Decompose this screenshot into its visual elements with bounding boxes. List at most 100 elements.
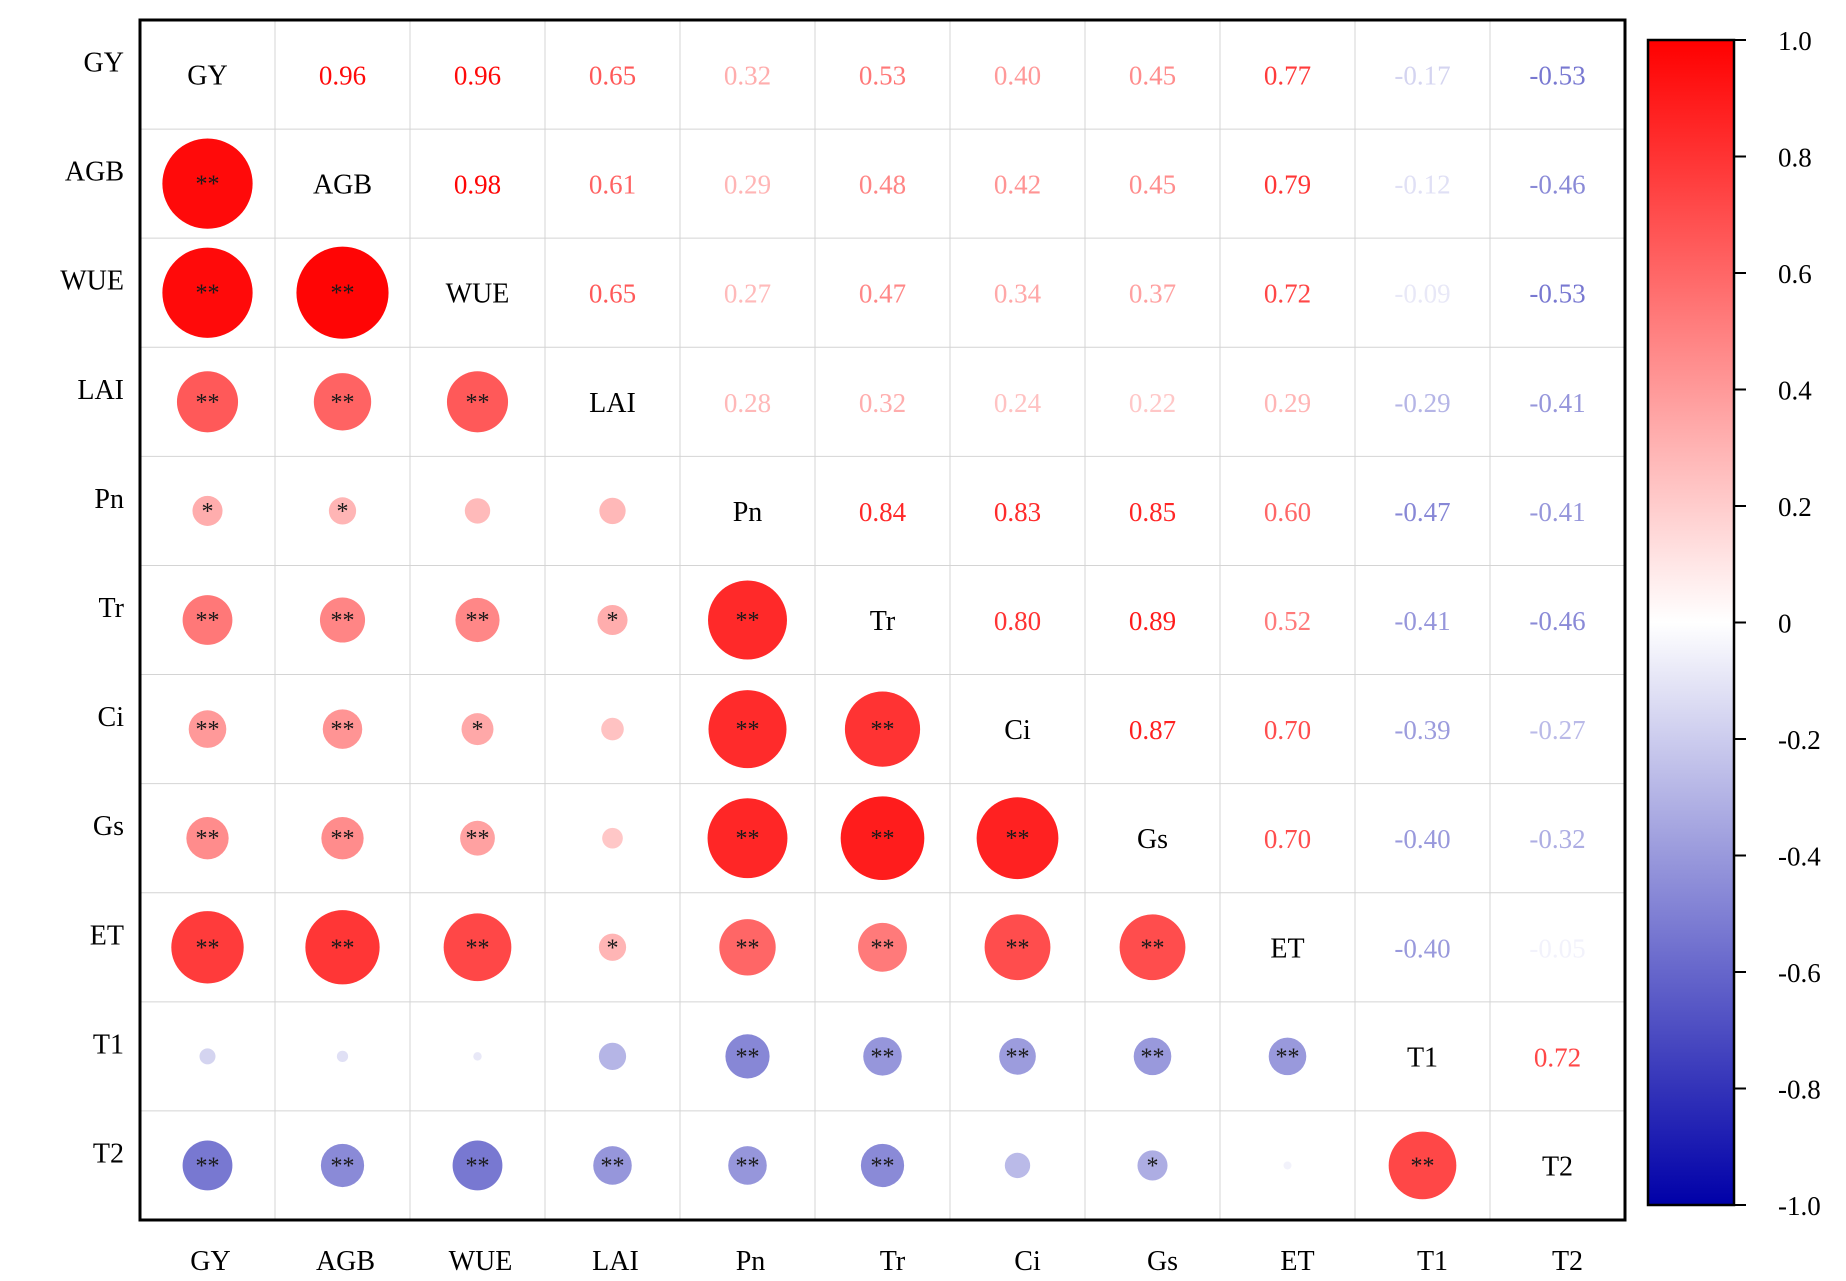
colorbar-tick-label: -0.8 — [1778, 1075, 1821, 1105]
correlation-value: 0.84 — [859, 497, 907, 527]
significance-mark: * — [607, 935, 619, 961]
correlation-circle — [336, 1050, 349, 1063]
y-tick-label: GY — [84, 48, 124, 79]
y-tick-label: AGB — [65, 157, 124, 188]
y-tick-label: Ci — [98, 702, 125, 733]
significance-mark: ** — [331, 390, 355, 416]
significance-mark: ** — [466, 608, 490, 634]
significance-mark: ** — [871, 717, 895, 743]
correlation-circle — [725, 1034, 770, 1079]
correlation-value: -0.40 — [1394, 933, 1450, 963]
significance-mark: ** — [331, 935, 355, 961]
correlation-circle — [599, 497, 626, 525]
correlation-circle — [593, 1146, 632, 1185]
correlation-value: 0.70 — [1264, 715, 1311, 745]
correlation-value: -0.39 — [1394, 715, 1450, 745]
significance-mark: ** — [196, 1153, 220, 1179]
correlation-value: 0.48 — [859, 170, 906, 200]
significance-mark: ** — [196, 608, 220, 634]
correlation-value: -0.27 — [1529, 715, 1585, 745]
significance-mark: ** — [736, 1153, 760, 1179]
correlation-circle — [176, 371, 239, 433]
diagonal-label: T1 — [1407, 1042, 1438, 1073]
correlation-value: 0.79 — [1264, 170, 1311, 200]
correlation-value: -0.17 — [1394, 61, 1450, 91]
correlation-circle — [313, 373, 372, 431]
correlation-value: 0.40 — [994, 61, 1041, 91]
significance-mark: ** — [196, 717, 220, 743]
x-tick-label: T2 — [1552, 1246, 1583, 1277]
correlation-circle — [999, 1038, 1036, 1075]
significance-mark: ** — [466, 935, 490, 961]
correlation-value: 0.65 — [589, 61, 636, 91]
correlation-circle — [860, 1143, 905, 1188]
correlation-value: 0.32 — [724, 61, 771, 91]
correlation-circle — [602, 827, 623, 849]
diagonal-label: Tr — [870, 606, 896, 637]
correlation-value: 0.45 — [1129, 170, 1176, 200]
correlation-circle — [192, 495, 223, 526]
y-tick-label: LAI — [77, 375, 124, 406]
correlation-value: 0.45 — [1129, 61, 1176, 91]
correlation-circle — [844, 691, 921, 767]
significance-mark: ** — [331, 281, 355, 307]
correlation-circle — [446, 371, 509, 433]
correlation-value: 0.72 — [1264, 279, 1311, 309]
correlation-value: 0.29 — [724, 170, 771, 200]
correlation-circle — [455, 597, 500, 643]
correlation-value: -0.47 — [1394, 497, 1450, 527]
diagonal-label: GY — [187, 61, 227, 92]
correlation-circle — [464, 498, 491, 524]
significance-mark: ** — [196, 826, 220, 852]
colorbar-tick-label: -1.0 — [1778, 1191, 1821, 1221]
correlation-value: -0.09 — [1394, 279, 1450, 309]
colorbar-tick-label: 0.4 — [1778, 376, 1812, 406]
significance-mark: ** — [736, 935, 760, 961]
diagonal-label: WUE — [446, 279, 510, 310]
correlation-circle — [598, 933, 627, 961]
significance-mark: ** — [331, 1153, 355, 1179]
correlation-value: 0.77 — [1264, 61, 1311, 91]
significance-mark: ** — [1006, 1044, 1030, 1070]
significance-mark: ** — [1141, 935, 1165, 961]
x-tick-label: AGB — [316, 1246, 375, 1277]
significance-mark: ** — [736, 826, 760, 852]
significance-mark: ** — [871, 935, 895, 961]
correlation-circle — [728, 1146, 767, 1185]
correlation-circle — [319, 597, 366, 643]
correlation-circle — [328, 497, 357, 525]
correlation-value: 0.22 — [1129, 388, 1176, 418]
correlation-circle — [162, 247, 253, 338]
significance-mark: ** — [736, 608, 760, 634]
significance-mark: * — [1147, 1153, 1159, 1179]
correlation-circle — [1388, 1131, 1457, 1200]
significance-mark: ** — [196, 935, 220, 961]
correlation-value: -0.29 — [1394, 388, 1450, 418]
correlation-value: -0.05 — [1529, 933, 1585, 963]
correlation-circle — [188, 710, 227, 748]
correlation-value: 0.60 — [1264, 497, 1311, 527]
correlation-circle — [182, 595, 233, 645]
correlation-circle — [1133, 1037, 1172, 1076]
correlation-circle — [171, 911, 244, 984]
correlation-value: -0.53 — [1529, 279, 1585, 309]
y-tick-label: Gs — [93, 811, 124, 842]
correlation-circle — [863, 1037, 902, 1076]
x-tick-label: T1 — [1417, 1246, 1448, 1277]
correlation-value: 0.89 — [1129, 606, 1176, 636]
colorbar — [1646, 38, 1736, 1207]
correlation-value: 0.47 — [859, 279, 906, 309]
correlation-circle — [719, 919, 776, 976]
y-tick-label: WUE — [60, 266, 124, 297]
significance-mark: * — [607, 608, 619, 634]
correlation-value: -0.32 — [1529, 824, 1585, 854]
correlation-circle — [601, 717, 624, 741]
correlation-value: 0.65 — [589, 279, 636, 309]
colorbar-tick-label: 1.0 — [1778, 26, 1812, 56]
correlation-circle — [1137, 1150, 1168, 1181]
significance-mark: ** — [601, 1153, 625, 1179]
correlation-circle — [984, 914, 1051, 981]
x-tick-label: LAI — [592, 1246, 639, 1277]
correlation-circle — [707, 798, 788, 879]
